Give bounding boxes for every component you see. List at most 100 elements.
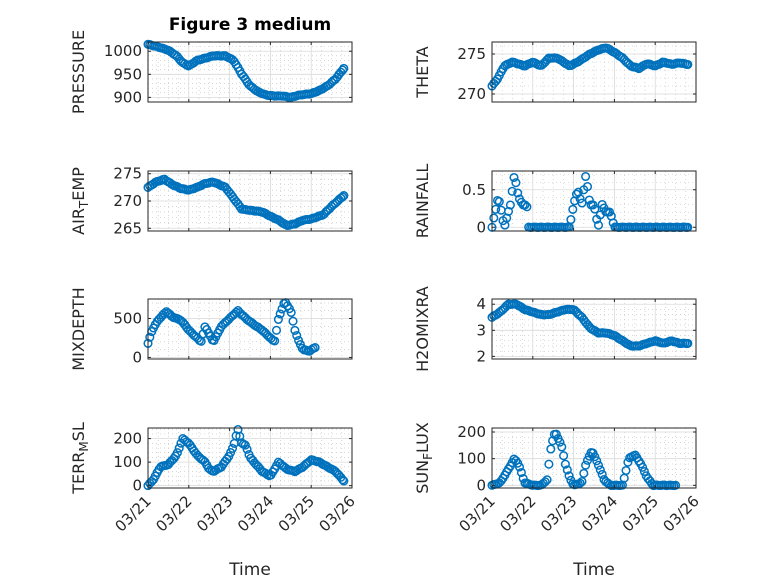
x-axis-label-right: Time [572, 560, 615, 580]
bottom-right-data-point [555, 437, 565, 447]
top-left-axes-frame [147, 41, 353, 103]
bottom-left-data-point [338, 475, 348, 485]
bottom-right-y-tick-label: 0 [476, 476, 486, 494]
top-left-data-point [338, 65, 348, 75]
second-right-y-axis-label: RAINFALL [413, 164, 432, 239]
bottom-right-data-point [546, 444, 556, 454]
bottom-right-data-point [638, 462, 648, 472]
bottom-left-data-point [242, 444, 252, 454]
top-right-axes-frame [491, 41, 697, 103]
second-right-data-point [581, 171, 591, 182]
bottom-right-y-axis-label: SUNFLUX [413, 422, 435, 494]
top-left-panel: 900 950 1000 PRESSURE [69, 30, 353, 114]
bottom-right-x-tick-label: 03/23 [537, 492, 580, 535]
bottom-right-data-point [577, 476, 587, 487]
bottom-right-data-point [514, 462, 525, 472]
bottom-right-x-tick-label: 03/22 [496, 492, 539, 535]
bottom-left-data-point [240, 440, 250, 450]
bottom-right-data-point [551, 429, 561, 439]
second-right-data-point [575, 194, 585, 204]
bottom-left-y-tick-label: 100 [113, 453, 142, 471]
bottom-right-data-point [621, 465, 631, 476]
third-right-axes-frame [491, 298, 697, 360]
bottom-left-y-tick-label: 200 [113, 430, 142, 448]
third-left-data-point [288, 316, 298, 326]
top-right-y-axis-label: THETA [413, 46, 432, 98]
bottom-right-data-point [592, 456, 602, 466]
bottom-right-data-point [597, 469, 607, 479]
bottom-left-data-point [339, 476, 349, 486]
second-right-data-point [494, 197, 504, 207]
bottom-right-data-point [542, 475, 552, 485]
second-left-y-tick-label: 265 [113, 219, 142, 237]
third-left-data-point [145, 332, 155, 342]
second-right-data-point [511, 178, 521, 188]
third-right-y-tick-label: 3 [476, 321, 486, 339]
second-right-data-point [582, 182, 593, 192]
third-left-data-point [292, 330, 302, 341]
bottom-right-data-point [593, 460, 604, 470]
second-right-data-point [520, 200, 530, 210]
third-left-data-point [290, 325, 300, 335]
bottom-right-x-tick-label: 03/21 [456, 492, 499, 535]
second-right-data-point [568, 204, 578, 214]
bottom-left-x-tick-label: 03/23 [193, 492, 236, 535]
bottom-left-data-point [227, 443, 238, 453]
bottom-right-y-tick-label: 200 [457, 423, 486, 441]
bottom-right-data-point [582, 455, 593, 465]
top-right-data-point [683, 59, 693, 70]
second-right-axes-frame [491, 170, 697, 232]
bottom-right-data-point [579, 468, 589, 478]
bottom-left-x-tick-label: 03/22 [152, 492, 195, 535]
second-left-y-tick-label: 270 [113, 192, 142, 210]
third-left-data-point [273, 314, 283, 324]
bottom-right-data-point [562, 465, 572, 475]
bottom-right-data-point [564, 471, 574, 481]
third-right-y-axis-label: H2OMIXRA [413, 286, 432, 372]
bottom-right-x-tick-label: 03/25 [619, 492, 662, 535]
second-right-y-tick-label: 0.5 [462, 181, 486, 199]
second-left-y-tick-label: 275 [113, 165, 142, 183]
bottom-right-axes-frame [491, 427, 697, 489]
bottom-left-x-tick-label: 03/24 [234, 492, 277, 535]
bottom-right-data-point [581, 460, 591, 470]
bottom-left-data-point [231, 431, 241, 441]
third-left-panel: 0 500 MIXDEPTH [69, 287, 353, 371]
bottom-right-x-tick-label: 03/24 [578, 492, 621, 535]
second-right-data-point [522, 202, 532, 212]
third-left-y-tick-label: 500 [113, 309, 142, 327]
second-right-data-point [509, 172, 519, 183]
top-right-panel: 270 275 THETA [413, 41, 697, 103]
bottom-left-y-axis-label: TERRMSL [69, 422, 91, 495]
third-left-data-point [271, 325, 282, 335]
third-left-data-point [275, 309, 285, 319]
bottom-left-x-tick-label: 03/26 [316, 492, 359, 535]
top-left-data-point [339, 63, 349, 73]
bottom-right-y-tick-label: 100 [457, 450, 486, 468]
bottom-right-data-point [639, 466, 649, 477]
second-left-data-point [338, 192, 348, 202]
bottom-left-x-tick-label: 03/21 [112, 492, 155, 535]
third-right-y-tick-label: 2 [476, 347, 486, 365]
second-left-data-point [339, 191, 349, 201]
third-left-data-point [310, 343, 320, 353]
bottom-right-data-point [540, 477, 550, 487]
bottom-right-data-point [575, 478, 585, 488]
second-right-data-point [590, 204, 600, 214]
bottom-right-data-point [671, 480, 681, 490]
second-left-y-axis-label: AIRTEMP [69, 167, 91, 235]
bottom-right-data-point [557, 442, 567, 452]
x-axis-label-left: Time [228, 560, 271, 580]
top-left-y-tick-label: 900 [113, 88, 142, 106]
bottom-left-data-point [172, 448, 182, 458]
second-right-data-point [588, 200, 598, 210]
third-right-data-point [683, 338, 693, 348]
bottom-right-data-point [516, 467, 526, 478]
second-right-data-point [593, 220, 604, 230]
second-right-data-point [577, 198, 587, 208]
bottom-right-data-point [544, 459, 554, 469]
bottom-left-y-tick-label: 0 [132, 477, 142, 495]
